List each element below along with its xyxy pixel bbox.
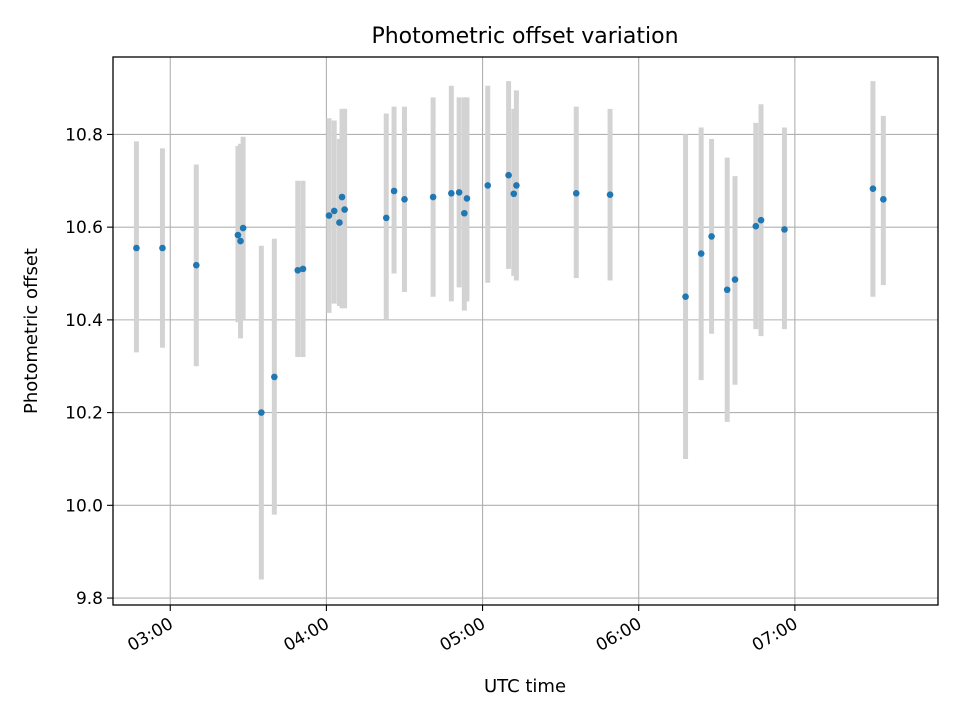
y-tick-label: 10.2	[65, 404, 103, 424]
data-point	[390, 187, 398, 195]
data-point	[723, 286, 731, 294]
data-point	[271, 373, 278, 381]
data-point	[338, 193, 346, 201]
data-point	[869, 185, 877, 192]
grid	[113, 57, 938, 605]
data-point	[606, 191, 614, 198]
data-point	[757, 216, 765, 224]
x-axis-ticks: 03:00 04:00 05:00 06:00 07:00	[124, 605, 801, 656]
plot-frame	[112, 56, 939, 606]
data-point	[325, 212, 333, 219]
x-tick-label: 07:00	[749, 614, 801, 656]
y-tick-label: 9.8	[76, 589, 103, 609]
data-point	[299, 265, 307, 273]
data-point	[697, 250, 705, 257]
data-point	[572, 190, 580, 197]
y-axis-ticks: 9.8 10.0 10.2 10.4 10.6 10.8	[65, 125, 113, 609]
y-tick-label: 10.0	[65, 496, 103, 516]
data-point	[510, 190, 518, 198]
data-point	[133, 244, 140, 252]
data-point	[330, 207, 338, 215]
y-tick-label: 10.6	[65, 218, 103, 238]
data-point	[682, 293, 689, 300]
data-point	[461, 209, 468, 217]
x-tick-label: 05:00	[437, 614, 489, 656]
data-point	[401, 196, 408, 203]
data-point	[448, 190, 455, 197]
x-tick-label: 06:00	[593, 614, 645, 656]
data-point	[708, 233, 715, 240]
data-point	[258, 409, 265, 416]
data-point	[484, 182, 492, 189]
data-point	[781, 226, 788, 233]
data-point	[239, 224, 247, 232]
data-point	[159, 244, 166, 252]
data-point	[505, 171, 512, 179]
y-axis-label: Photometric offset	[21, 248, 42, 414]
data-point	[752, 222, 760, 230]
chart-title: Photometric offset variation	[371, 24, 678, 49]
x-axis-label: UTC time	[484, 676, 566, 697]
x-tick-label: 04:00	[280, 614, 332, 656]
data-point	[429, 193, 437, 201]
data-point	[382, 214, 390, 222]
y-tick-label: 10.4	[65, 311, 103, 331]
data-point	[463, 195, 471, 202]
data-point	[455, 189, 463, 196]
x-tick-label: 03:00	[124, 614, 176, 656]
data-point	[234, 231, 242, 239]
data-point	[341, 206, 348, 213]
data-points	[133, 171, 887, 416]
data-point	[880, 196, 887, 203]
data-point	[336, 219, 343, 226]
error-bars	[133, 81, 886, 580]
y-tick-label: 10.8	[65, 125, 103, 145]
data-point	[294, 266, 302, 274]
data-point	[731, 276, 739, 283]
data-point	[192, 261, 200, 269]
data-point	[513, 182, 520, 189]
data-point	[237, 237, 244, 245]
